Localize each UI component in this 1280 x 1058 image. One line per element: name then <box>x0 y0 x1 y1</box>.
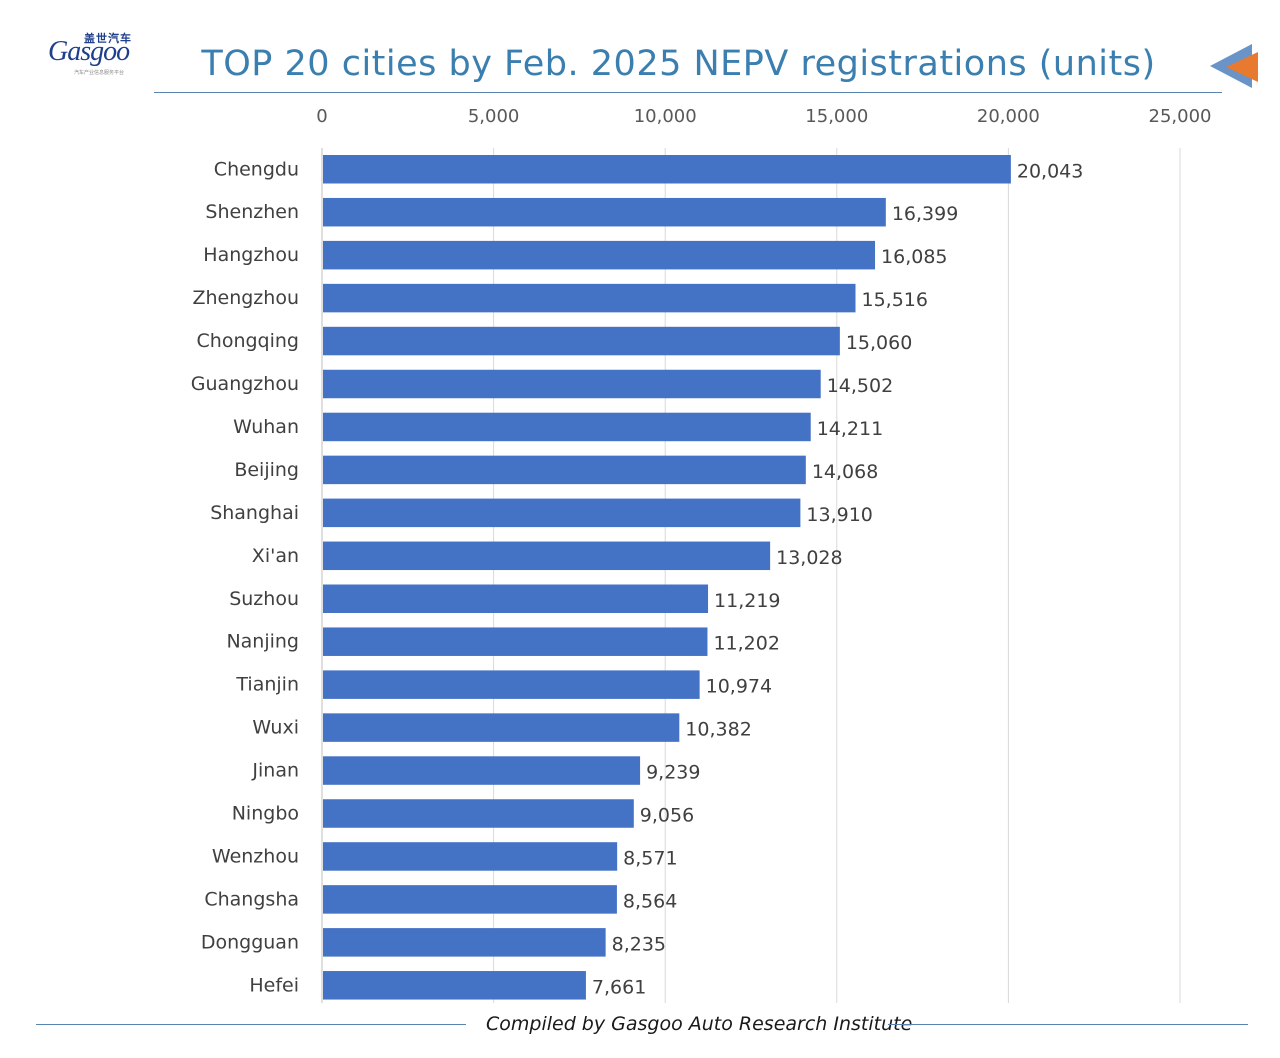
bar <box>323 928 606 957</box>
category-label: Zhengzhou <box>192 287 299 309</box>
x-tick-label: 20,000 <box>977 106 1040 127</box>
x-tick-label: 25,000 <box>1149 106 1212 127</box>
data-label: 11,202 <box>713 633 779 655</box>
category-label: Chengdu <box>214 158 299 180</box>
category-label: Jinan <box>251 760 299 782</box>
data-label: 8,564 <box>623 890 677 912</box>
bar <box>323 541 771 571</box>
bar <box>323 240 876 270</box>
category-label: Beijing <box>234 459 299 481</box>
category-label: Shanghai <box>210 502 299 524</box>
data-label: 14,211 <box>817 418 883 440</box>
x-tick-label: 15,000 <box>805 106 868 127</box>
chart-title: TOP 20 cities by Feb. 2025 NEPV registra… <box>201 44 1156 84</box>
data-label: 16,399 <box>892 203 958 225</box>
category-label: Wuxi <box>252 717 299 739</box>
x-tick-label: 10,000 <box>634 106 697 127</box>
data-label: 9,056 <box>640 805 694 827</box>
bar <box>323 885 617 914</box>
bar <box>323 799 634 828</box>
bar <box>323 455 806 485</box>
data-label: 15,060 <box>846 332 912 354</box>
bar <box>323 498 801 528</box>
data-label: 14,502 <box>827 375 893 397</box>
data-label: 16,085 <box>881 246 947 268</box>
category-label: Hefei <box>249 974 299 996</box>
category-label: Ningbo <box>232 803 299 825</box>
data-label: 9,239 <box>646 762 700 784</box>
gasgoo-logo: 盖世汽车 Gasgoo 汽车产业信息服务平台 <box>44 30 154 80</box>
data-label: 15,516 <box>862 289 928 311</box>
logo-tagline: 汽车产业信息服务平台 <box>74 70 125 76</box>
bar <box>323 627 708 656</box>
data-label: 7,661 <box>592 976 646 998</box>
category-label: Hangzhou <box>203 244 299 266</box>
data-label: 8,571 <box>623 847 677 869</box>
bar <box>323 971 586 1000</box>
data-label: 8,235 <box>612 933 666 955</box>
logo-wordmark: Gasgoo <box>48 36 130 67</box>
title-divider <box>154 92 1222 93</box>
x-tick-label: 0 <box>316 106 327 127</box>
footer-rule-right <box>888 1024 1248 1025</box>
data-label: 11,219 <box>714 590 780 612</box>
data-label: 20,043 <box>1017 160 1083 182</box>
category-label: Nanjing <box>226 631 299 653</box>
x-tick-label: 5,000 <box>468 106 520 127</box>
bar <box>323 713 680 742</box>
category-label: Guangzhou <box>191 373 299 395</box>
category-label: Shenzhen <box>205 201 299 223</box>
category-label: Dongguan <box>201 931 299 953</box>
bar <box>323 756 641 785</box>
bar <box>323 197 886 227</box>
bar <box>323 412 811 442</box>
bar <box>323 369 821 399</box>
bar <box>323 155 1011 184</box>
data-label: 10,382 <box>685 719 751 741</box>
data-label: 10,974 <box>706 676 772 698</box>
corner-arrow-icon <box>1210 44 1258 88</box>
category-label: Suzhou <box>229 588 299 610</box>
logo-chinese-name: 盖世汽车 <box>84 32 132 45</box>
category-label: Wuhan <box>233 416 299 438</box>
data-label: 13,028 <box>776 547 842 569</box>
footer-rule-left <box>36 1024 466 1025</box>
category-label: Xi'an <box>252 545 299 567</box>
bar <box>323 584 709 613</box>
category-label: Tianjin <box>235 674 299 696</box>
bar <box>323 283 856 313</box>
bar <box>323 670 700 699</box>
bar <box>323 842 618 871</box>
category-label: Changsha <box>204 888 299 910</box>
data-label: 13,910 <box>806 504 872 526</box>
bar <box>323 326 840 356</box>
data-label: 14,068 <box>812 461 878 483</box>
category-label: Chongqing <box>197 330 299 352</box>
category-label: Wenzhou <box>212 845 299 867</box>
footer-credit: Compiled by Gasgoo Auto Research Institu… <box>486 1013 913 1035</box>
